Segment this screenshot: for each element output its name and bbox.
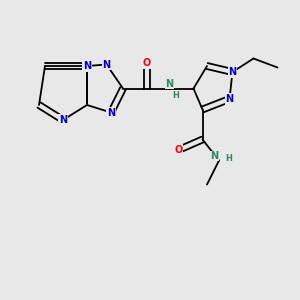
Text: N: N	[59, 115, 67, 125]
Text: N: N	[228, 67, 237, 77]
Text: N: N	[210, 151, 219, 161]
Text: N: N	[165, 79, 174, 89]
Text: N: N	[83, 61, 91, 71]
Text: N: N	[225, 94, 234, 104]
Text: H: H	[225, 154, 232, 163]
Text: N: N	[107, 107, 115, 118]
Text: H: H	[173, 91, 179, 100]
Text: O: O	[143, 58, 151, 68]
Text: O: O	[174, 145, 183, 155]
Text: N: N	[102, 59, 111, 70]
